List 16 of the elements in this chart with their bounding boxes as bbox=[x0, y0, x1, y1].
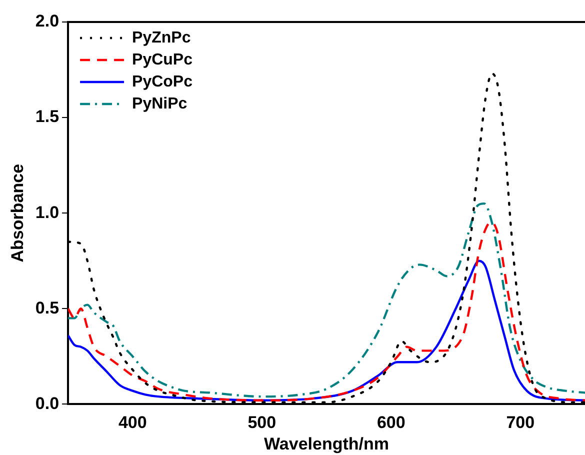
y-tick-label: 1.0 bbox=[35, 202, 60, 222]
legend-label: PyCoPc bbox=[132, 73, 193, 90]
legend-label: PyNiPc bbox=[132, 95, 188, 112]
y-tick-label: 0.0 bbox=[35, 394, 60, 413]
legend-label: PyCuPc bbox=[132, 51, 193, 68]
x-tick-label: 500 bbox=[248, 413, 276, 432]
y-tick-label: 1.5 bbox=[35, 107, 60, 126]
legend-label: PyZnPc bbox=[132, 29, 191, 46]
y-tick-label: 2.0 bbox=[35, 12, 60, 31]
x-tick-label: 600 bbox=[376, 413, 406, 432]
x-axis-title: Wavelength/nm bbox=[264, 434, 390, 454]
y-axis-title: Absorbance bbox=[8, 164, 27, 262]
x-tick-label: 700 bbox=[506, 413, 535, 432]
y-tick-label: 0.5 bbox=[35, 298, 60, 318]
x-tick-label: 400 bbox=[118, 413, 147, 432]
line-series bbox=[68, 260, 585, 402]
